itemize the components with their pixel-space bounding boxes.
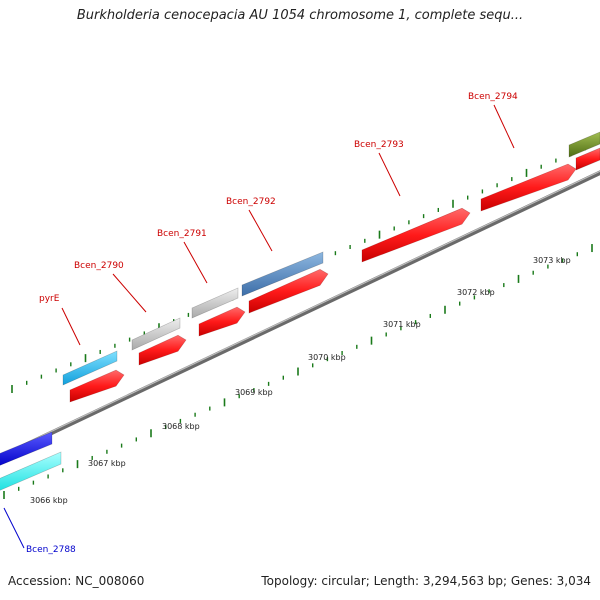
gene-bcen-2792 — [241, 251, 324, 297]
gene-label: pyrE — [39, 294, 60, 304]
gene-labels: pyrE Bcen_2790 Bcen_2791 Bcen_2792 Bcen_2793… — [26, 92, 518, 555]
kbp-label: 3071 kbp — [383, 320, 421, 329]
gene-pyrE — [62, 350, 118, 386]
leader-line — [183, 241, 208, 284]
gene-bcen-2788-pair — [0, 451, 62, 491]
leader-line — [248, 209, 273, 252]
kbp-label: 3069 kbp — [235, 388, 273, 397]
label-leader-lines — [3, 104, 515, 549]
gene-label: Bcen_2790 — [74, 261, 124, 271]
leader-line — [493, 104, 515, 149]
cds-bcen-2790 — [138, 334, 187, 366]
gene-bcen-2794-upper — [568, 131, 600, 158]
leader-line — [378, 152, 401, 197]
cds-bcen-2792 — [248, 269, 329, 314]
backbone-track — [0, 170, 600, 460]
leader-line — [112, 273, 147, 313]
accession-label: Accession: NC_008060 — [8, 574, 145, 588]
leader-line — [61, 307, 81, 346]
gene-bcen-2790 — [131, 317, 181, 351]
leader-line — [3, 507, 25, 549]
kbp-labels: 3066 kbp 3067 kbp 3068 kbp 3069 kbp 3070 kbp… — [30, 256, 571, 505]
kbp-label: 3073 kbp — [533, 256, 571, 265]
kbp-label: 3067 kbp — [88, 459, 126, 468]
kbp-label: 3066 kbp — [30, 496, 68, 505]
kbp-label: 3072 kbp — [457, 288, 495, 297]
gene-bcen-2791 — [191, 287, 239, 319]
gene-label: Bcen_2792 — [226, 197, 276, 207]
gene-bcen-2788 — [0, 431, 53, 466]
map-title: Burkholderia cenocepacia AU 1054 chromos… — [76, 8, 524, 23]
backbone-highlight — [0, 170, 600, 457]
gene-track — [0, 131, 600, 491]
cds-bcen-2793 — [361, 207, 471, 263]
gene-label: Bcen_2791 — [157, 229, 207, 239]
kbp-label: 3068 kbp — [162, 422, 200, 431]
genome-summary: Topology: circular; Length: 3,294,563 bp… — [261, 574, 591, 588]
cds-offscreen-right — [575, 147, 600, 171]
gene-label: Bcen_2788 — [26, 545, 76, 555]
kbp-label: 3070 kbp — [308, 353, 346, 362]
tick-track-lower — [3, 244, 593, 499]
cds-pyrE — [69, 369, 125, 403]
backbone-line — [0, 170, 600, 460]
cds-bcen-2791 — [198, 306, 246, 337]
gene-label: Bcen_2794 — [468, 92, 518, 102]
cds-bcen-2794 — [480, 163, 577, 212]
gene-label: Bcen_2793 — [354, 140, 404, 150]
